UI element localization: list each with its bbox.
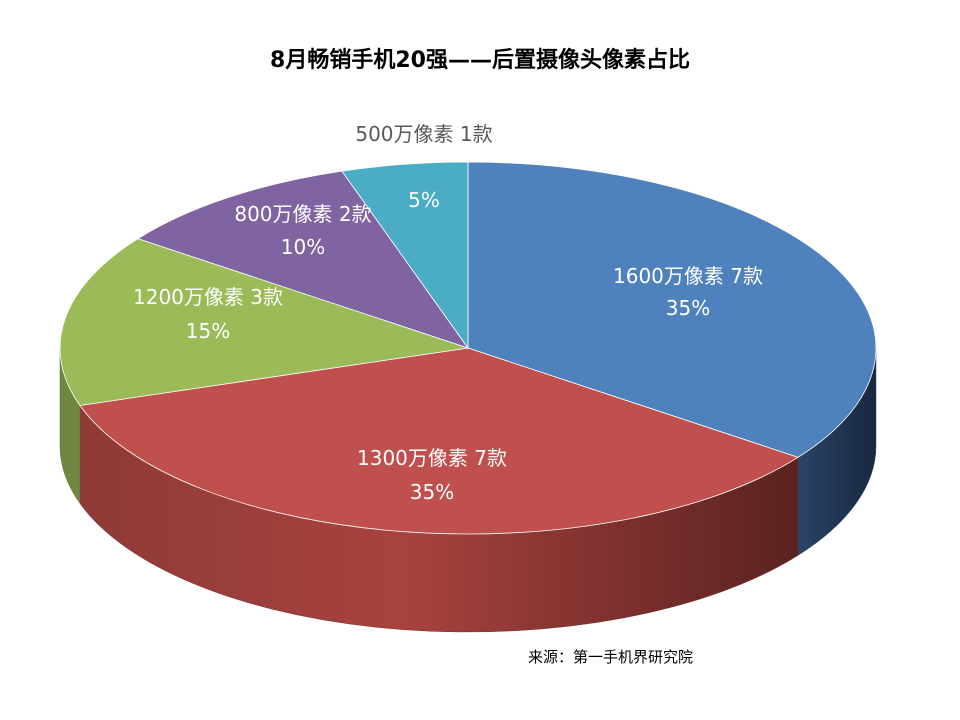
pie-slice-1 (79, 347, 800, 535)
slice-percent-1: 35% (410, 480, 454, 504)
pie-slice-2 (59, 238, 469, 406)
slice-percent-4: 5% (408, 188, 440, 212)
slice-label-0: 1600万像素 7款 (613, 264, 763, 288)
slice-label-3: 800万像素 2款 (234, 202, 371, 226)
slice-label-4: 500万像素 1款 (355, 122, 492, 146)
pie-slice-0 (467, 161, 877, 458)
chart-title: 8月畅销手机20强——后置摄像头像素占比 (270, 48, 690, 73)
source-note: 来源：第一手机界研究院 (528, 648, 694, 666)
pie-slice-4 (341, 161, 469, 350)
pie-slice-3 (136, 170, 470, 349)
slice-label-1: 1300万像素 7款 (357, 446, 507, 470)
slice-percent-0: 35% (666, 296, 710, 320)
slice-percent-2: 15% (186, 319, 230, 343)
slice-label-2: 1200万像素 3款 (133, 285, 283, 309)
slice-percent-3: 10% (281, 235, 325, 259)
